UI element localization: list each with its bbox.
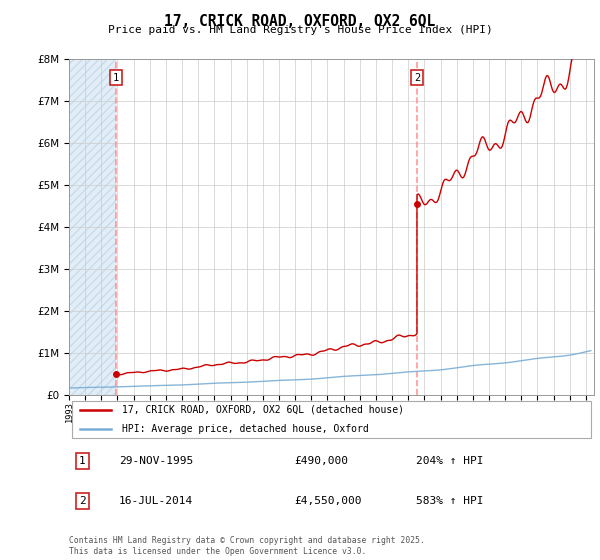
Text: 29-NOV-1995: 29-NOV-1995	[119, 456, 193, 466]
Text: £490,000: £490,000	[295, 456, 349, 466]
Text: 204% ↑ HPI: 204% ↑ HPI	[415, 456, 483, 466]
Text: Contains HM Land Registry data © Crown copyright and database right 2025.
This d: Contains HM Land Registry data © Crown c…	[69, 536, 425, 556]
Bar	[69, 59, 116, 395]
Text: 17, CRICK ROAD, OXFORD, OX2 6QL: 17, CRICK ROAD, OXFORD, OX2 6QL	[164, 14, 436, 29]
Text: 17, CRICK ROAD, OXFORD, OX2 6QL (detached house): 17, CRICK ROAD, OXFORD, OX2 6QL (detache…	[121, 405, 404, 415]
Text: HPI: Average price, detached house, Oxford: HPI: Average price, detached house, Oxfo…	[121, 424, 368, 434]
Text: 2: 2	[414, 73, 420, 83]
Text: Price paid vs. HM Land Registry's House Price Index (HPI): Price paid vs. HM Land Registry's House …	[107, 25, 493, 35]
Text: 1: 1	[79, 456, 86, 466]
Text: 2: 2	[79, 496, 86, 506]
Text: 16-JUL-2014: 16-JUL-2014	[119, 496, 193, 506]
Text: £4,550,000: £4,550,000	[295, 496, 362, 506]
FancyBboxPatch shape	[71, 401, 592, 438]
Text: 583% ↑ HPI: 583% ↑ HPI	[415, 496, 483, 506]
Text: 1: 1	[113, 73, 119, 83]
